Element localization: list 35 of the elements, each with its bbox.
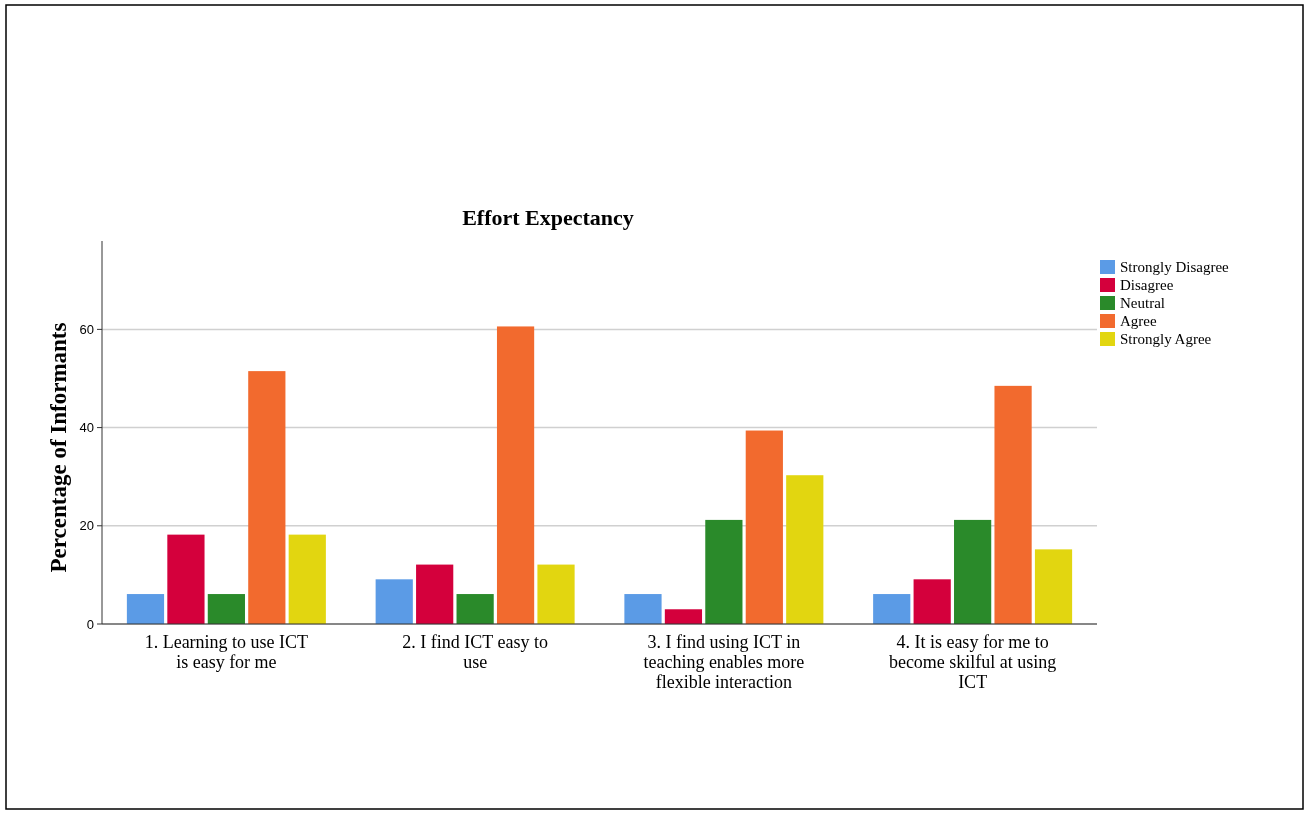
x-tick-label: 2. I find ICT easy to use bbox=[402, 632, 548, 672]
bar bbox=[913, 579, 951, 624]
bar bbox=[994, 385, 1032, 624]
bar bbox=[537, 564, 575, 624]
bar bbox=[954, 519, 992, 624]
bar bbox=[416, 564, 454, 624]
bar bbox=[664, 609, 703, 624]
y-tick-label: 60 bbox=[79, 321, 94, 337]
x-tick-label: 4. It is easy for me to become skilful at using ICT bbox=[888, 632, 1057, 692]
legend-label: Strongly Disagree bbox=[1120, 259, 1230, 276]
legend-label: Disagree bbox=[1120, 277, 1174, 294]
bar bbox=[786, 475, 824, 624]
x-tick-label: 3. I find using ICT in teaching enables more flexible interaction bbox=[643, 632, 805, 692]
y-tick-label: 40 bbox=[79, 420, 94, 436]
bar bbox=[873, 594, 911, 624]
legend-label: Agree bbox=[1120, 313, 1157, 330]
bar bbox=[624, 594, 662, 624]
bar bbox=[207, 594, 245, 624]
bar bbox=[288, 534, 326, 624]
y-tick-label: 0 bbox=[86, 616, 94, 632]
bar bbox=[126, 594, 165, 624]
legend-label: Strongly Agree bbox=[1120, 331, 1212, 348]
bar bbox=[248, 371, 286, 624]
legend-label: Neutral bbox=[1120, 295, 1165, 312]
y-axis-title: Percentage of Informants bbox=[46, 322, 71, 573]
chart-title: Effort Expectancy bbox=[462, 205, 634, 230]
bar bbox=[1034, 549, 1073, 624]
x-tick-label: 1. Learning to use ICT is easy for me bbox=[144, 632, 309, 672]
bar bbox=[167, 534, 205, 624]
bar bbox=[375, 579, 413, 624]
y-tick-label: 20 bbox=[79, 518, 94, 534]
bar bbox=[456, 594, 494, 624]
bar bbox=[745, 430, 783, 624]
bar bbox=[496, 326, 535, 624]
bar bbox=[705, 519, 743, 624]
